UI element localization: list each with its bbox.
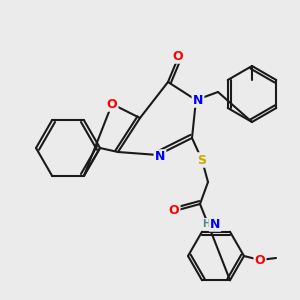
Text: N: N	[210, 218, 220, 230]
Text: N: N	[155, 151, 165, 164]
Text: O: O	[169, 203, 179, 217]
Text: S: S	[197, 154, 206, 166]
Text: H: H	[202, 219, 210, 229]
Text: N: N	[193, 94, 203, 106]
Text: O: O	[255, 254, 265, 266]
Text: O: O	[107, 98, 117, 110]
Text: O: O	[173, 50, 183, 62]
